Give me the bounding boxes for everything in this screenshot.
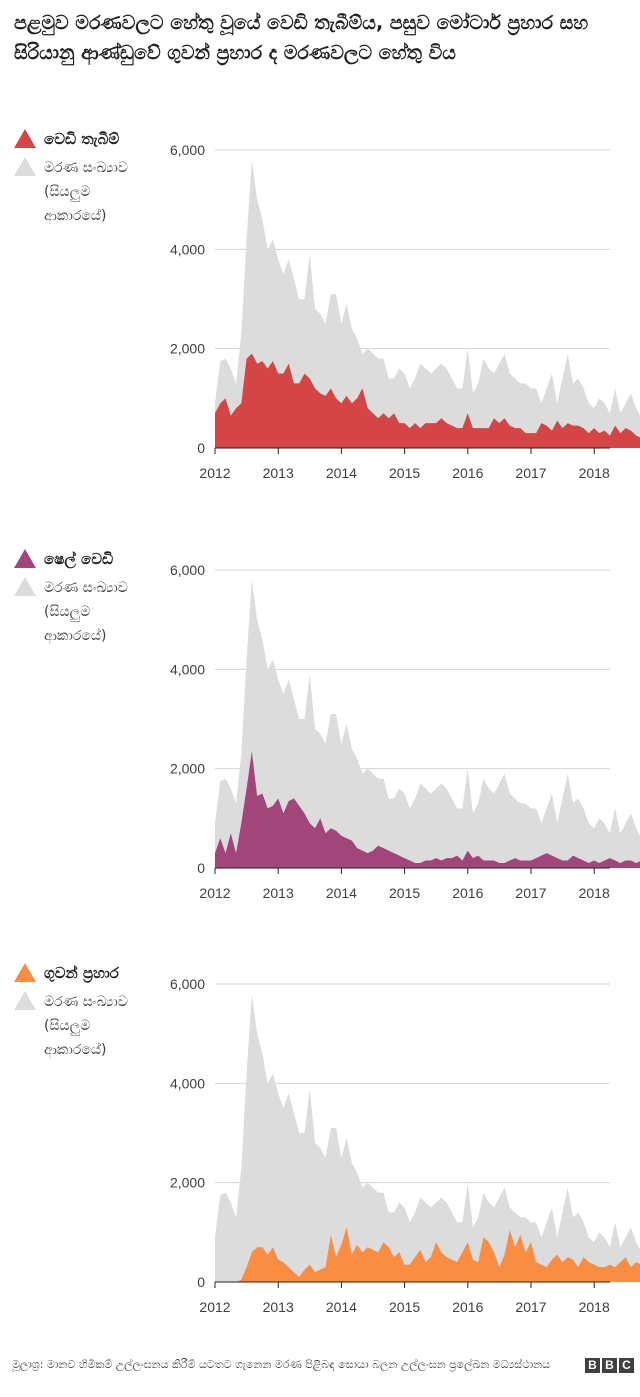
chart-shooting: 0 2,000 4,000 6,000 2012 2013 2014 2015 2016 2017… <box>170 142 640 481</box>
x-tick-label: 2015 <box>389 465 420 481</box>
legend-total-row: මරණ සංඛ්‍යාව (සියලුම ආකාරයේ) <box>14 576 164 648</box>
x-tick-label: 2018 <box>579 1299 610 1315</box>
total-deaths-area <box>215 993 640 1282</box>
y-tick-label: 2,000 <box>170 1175 205 1191</box>
legend-shelling: ෂෙල් වෙඩි මරණ සංඛ්‍යාව (සියලුම ආකාරයේ) <box>14 548 164 654</box>
y-tick-label: 6,000 <box>170 142 205 158</box>
legend-total-row: මරණ සංඛ්‍යාව (සියලුම ආකාරයේ) <box>14 990 164 1062</box>
x-tick-label: 2016 <box>452 1299 483 1315</box>
legend-total-label: මරණ සංඛ්‍යාව (සියලුම ආකාරයේ) <box>44 580 128 644</box>
bbc-logo: B B C <box>585 1358 634 1373</box>
x-tick-label: 2013 <box>263 465 294 481</box>
x-tick-label: 2017 <box>515 465 546 481</box>
x-tick-label: 2018 <box>579 885 610 901</box>
legend-total-label: මරණ සංඛ්‍යාව (සියලුම ආකාරයේ) <box>44 994 128 1058</box>
total-deaths-area <box>215 159 640 448</box>
legend-total-label: මරණ සංඛ්‍යාව (සියලුම ආකාරයේ) <box>44 160 128 224</box>
total-deaths-area <box>215 579 640 868</box>
x-tick-label: 2012 <box>199 1299 230 1315</box>
legend-primary-row: ෂෙල් වෙඩි <box>14 548 164 570</box>
legend-shooting: වෙඩි තැබීම් මරණ සංඛ්‍යාව (සියලුම ආකාරයේ) <box>14 128 164 234</box>
bbc-logo-letter: C <box>619 1358 634 1373</box>
y-tick-label: 4,000 <box>170 661 205 677</box>
x-tick-label: 2013 <box>263 1299 294 1315</box>
category-deaths-area <box>215 353 640 448</box>
x-tick-label: 2016 <box>452 465 483 481</box>
y-tick-label: 2,000 <box>170 341 205 357</box>
triangle-icon <box>14 129 36 148</box>
triangle-icon <box>14 963 36 982</box>
triangle-icon <box>14 157 36 176</box>
y-tick-label: 4,000 <box>170 241 205 257</box>
triangle-icon <box>14 549 36 568</box>
y-tick-label: 6,000 <box>170 562 205 578</box>
y-tick-label: 0 <box>197 860 205 876</box>
bbc-logo-letter: B <box>585 1358 600 1373</box>
chart-shelling: 0 2,000 4,000 6,000 2012 2013 2014 2015 2016 2017… <box>170 562 640 901</box>
source-note: මූලාශ්‍ර: මානව හිමිකම් උල්ලංඝනය කිරීම් ය… <box>12 1358 551 1371</box>
legend-total-row: මරණ සංඛ්‍යාව (සියලුම ආකාරයේ) <box>14 156 164 228</box>
y-tick-label: 4,000 <box>170 1075 205 1091</box>
chart-airstrikes: 0 2,000 4,000 6,000 2012 2013 2014 2015 2016 2017… <box>170 976 640 1315</box>
category-deaths-area <box>215 751 640 868</box>
x-tick-label: 2018 <box>579 465 610 481</box>
legend-primary-row: ගුවන් ප්‍රහාර <box>14 962 164 984</box>
category-deaths-area <box>215 1227 640 1282</box>
x-tick-label: 2015 <box>389 885 420 901</box>
legend-airstrikes: ගුවන් ප්‍රහාර මරණ සංඛ්‍යාව (සියලුම ආකාරය… <box>14 962 164 1068</box>
y-tick-label: 0 <box>197 1274 205 1290</box>
x-tick-label: 2016 <box>452 885 483 901</box>
bbc-logo-letter: B <box>602 1358 617 1373</box>
x-tick-label: 2014 <box>326 1299 357 1315</box>
x-tick-label: 2012 <box>199 465 230 481</box>
legend-primary-row: වෙඩි තැබීම් <box>14 128 164 150</box>
x-tick-label: 2013 <box>263 885 294 901</box>
y-tick-label: 0 <box>197 440 205 456</box>
x-tick-label: 2017 <box>515 885 546 901</box>
page-title: පළමුව මරණවලට හේතු වූයේ වෙඩි තැබීම්ය, පසු… <box>14 12 589 64</box>
legend-primary-label: ෂෙල් වෙඩි <box>44 550 114 568</box>
triangle-icon <box>14 991 36 1010</box>
x-tick-label: 2017 <box>515 1299 546 1315</box>
y-tick-label: 2,000 <box>170 761 205 777</box>
y-tick-label: 6,000 <box>170 976 205 992</box>
x-tick-label: 2015 <box>389 1299 420 1315</box>
triangle-icon <box>14 577 36 596</box>
legend-primary-label: ගුවන් ප්‍රහාර <box>44 964 119 982</box>
x-tick-label: 2014 <box>326 465 357 481</box>
legend-primary-label: වෙඩි තැබීම් <box>44 130 120 148</box>
x-tick-label: 2012 <box>199 885 230 901</box>
x-tick-label: 2014 <box>326 885 357 901</box>
